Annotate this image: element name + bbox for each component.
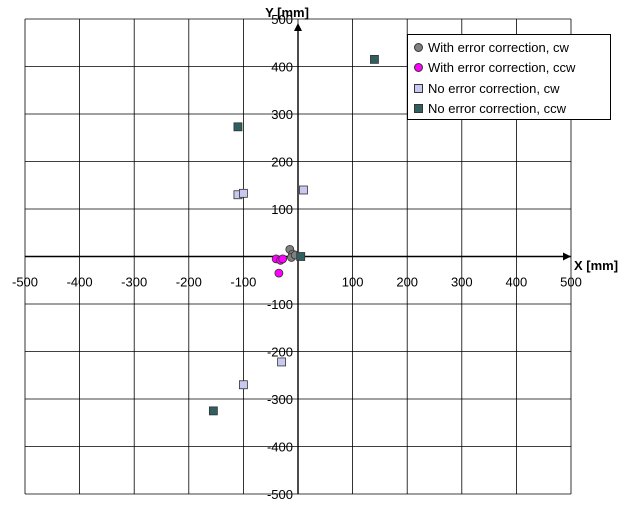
y-tick-label: 200 — [271, 155, 293, 170]
y-tick-label: 100 — [271, 202, 293, 217]
x-tick-label: 100 — [342, 275, 364, 290]
legend-item: No error correction, cw — [414, 78, 610, 99]
x-axis-arrow — [563, 252, 571, 261]
legend-marker-circle-magenta — [414, 63, 423, 73]
y-tick-label: -100 — [267, 297, 293, 312]
x-tick-label: 400 — [506, 275, 528, 290]
y-axis-arrow — [294, 23, 302, 31]
legend-item: With error correction, ccw — [414, 58, 610, 79]
data-point-square — [296, 252, 306, 261]
legend-label: With error correction, cw — [428, 39, 569, 55]
data-points — [208, 54, 379, 416]
x-tick-label: 300 — [451, 275, 473, 290]
legend-marker-circle-gray — [414, 42, 423, 52]
legend: With error correction, cw With error cor… — [407, 34, 611, 120]
data-point-square — [277, 357, 287, 367]
legend-item: No error correction, ccw — [414, 99, 610, 120]
y-axis-label: Y [mm] — [265, 5, 309, 20]
data-point-square — [370, 54, 379, 64]
x-tick-label: -200 — [176, 275, 202, 290]
data-point-circle — [274, 268, 284, 278]
tick-labels: -500 -400 -300 -200 -100 100 200 300 400 500 -500 -… — [12, 12, 582, 502]
y-tick-label: 400 — [271, 60, 293, 75]
legend-marker-square-lavender — [414, 83, 423, 93]
y-tick-label: -200 — [267, 345, 293, 360]
y-tick-label: -500 — [267, 487, 293, 502]
y-tick-label: -400 — [267, 440, 293, 455]
x-tick-label: 500 — [560, 275, 582, 290]
legend-label: No error correction, cw — [428, 80, 560, 96]
x-tick-label: -400 — [67, 275, 93, 290]
x-tick-label: 200 — [396, 275, 418, 290]
data-point-square — [299, 185, 308, 195]
data-point-circle — [278, 254, 288, 264]
x-tick-label: -500 — [12, 275, 38, 290]
data-point-square — [233, 122, 243, 132]
x-tick-label: -300 — [121, 275, 147, 290]
x-axis-label: X [mm] — [574, 258, 618, 273]
data-point-square — [238, 380, 248, 390]
data-point-square — [208, 406, 218, 416]
data-point-square — [238, 188, 248, 198]
legend-label: No error correction, ccw — [428, 101, 566, 117]
y-tick-label: 500 — [271, 12, 293, 27]
legend-marker-square-teal — [414, 104, 423, 114]
legend-label: With error correction, ccw — [428, 60, 576, 76]
legend-item: With error correction, cw — [414, 37, 610, 58]
y-tick-label: -300 — [267, 392, 293, 407]
x-tick-label: -100 — [230, 275, 256, 290]
y-tick-label: 300 — [271, 107, 293, 122]
